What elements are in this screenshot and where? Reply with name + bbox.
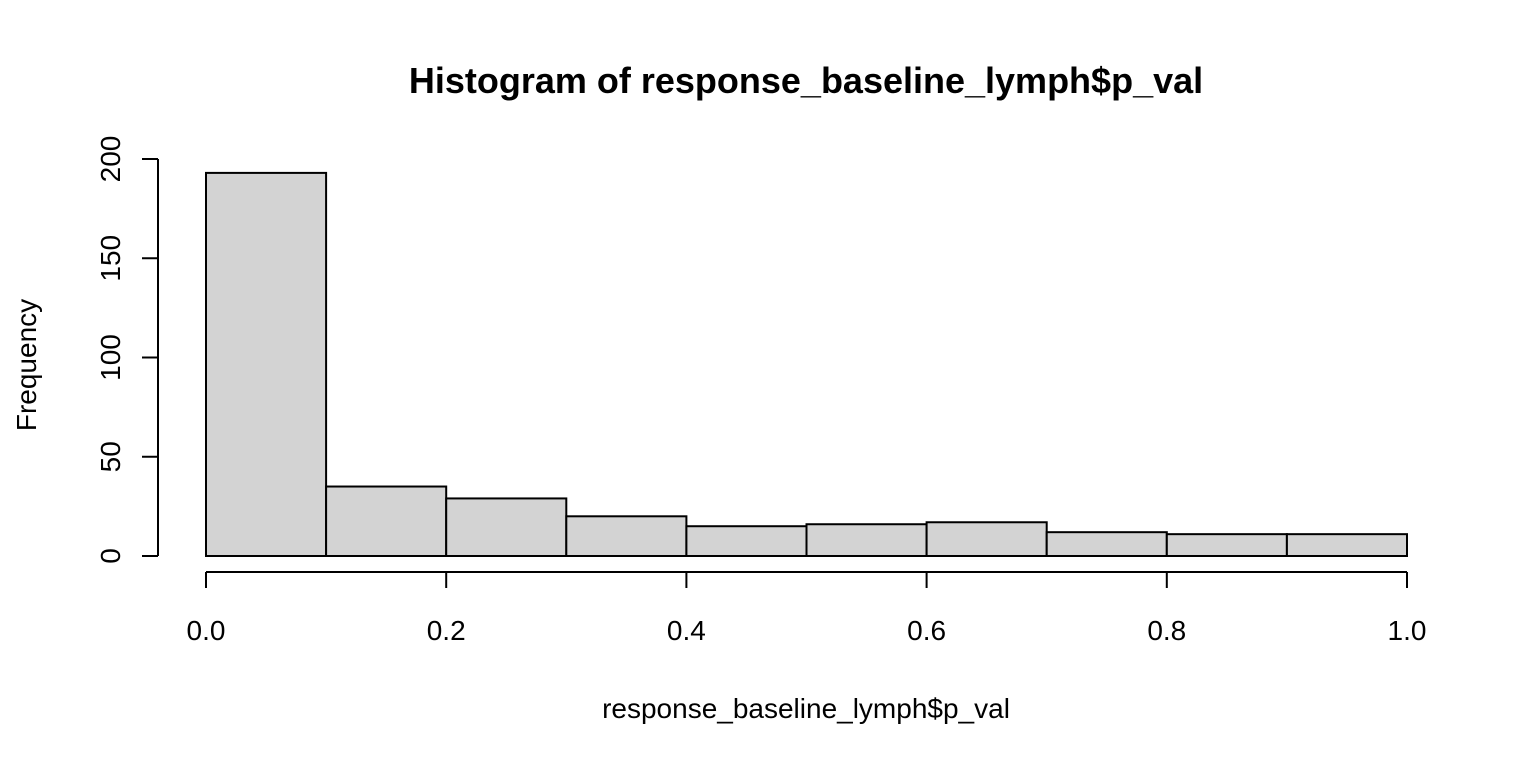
y-tick-label: 200	[95, 136, 126, 183]
histogram-bar	[445, 497, 568, 557]
y-tick-label: 100	[95, 334, 126, 381]
x-tick-label: 0.0	[187, 615, 226, 646]
y-tick-label: 150	[95, 235, 126, 282]
chart-title: Histogram of response_baseline_lymph$p_v…	[409, 60, 1203, 101]
y-tick-label: 0	[95, 548, 126, 564]
y-axis: 0 50 100 150 200	[95, 136, 159, 564]
x-tick-label: 0.8	[1147, 615, 1186, 646]
x-axis-label: response_baseline_lymph$p_val	[602, 693, 1010, 724]
histogram-bar	[325, 485, 448, 557]
x-tick-label: 0.2	[427, 615, 466, 646]
histogram-bar	[925, 521, 1048, 558]
histogram-bar	[205, 171, 328, 558]
y-tick-label: 50	[95, 441, 126, 472]
histogram-bar	[805, 523, 928, 557]
histogram-bar	[565, 515, 688, 557]
x-tick-label: 0.6	[907, 615, 946, 646]
x-axis: 0.0 0.2 0.4 0.6 0.8 1.0	[187, 571, 1427, 646]
histogram-bar	[1165, 533, 1288, 557]
bars-group	[205, 171, 1409, 558]
histogram-bar	[1045, 531, 1168, 557]
x-tick-label: 1.0	[1388, 615, 1427, 646]
histogram-bar	[1285, 533, 1409, 557]
histogram-bar	[685, 525, 808, 557]
y-axis-label: Frequency	[11, 299, 42, 431]
x-tick-label: 0.4	[667, 615, 706, 646]
